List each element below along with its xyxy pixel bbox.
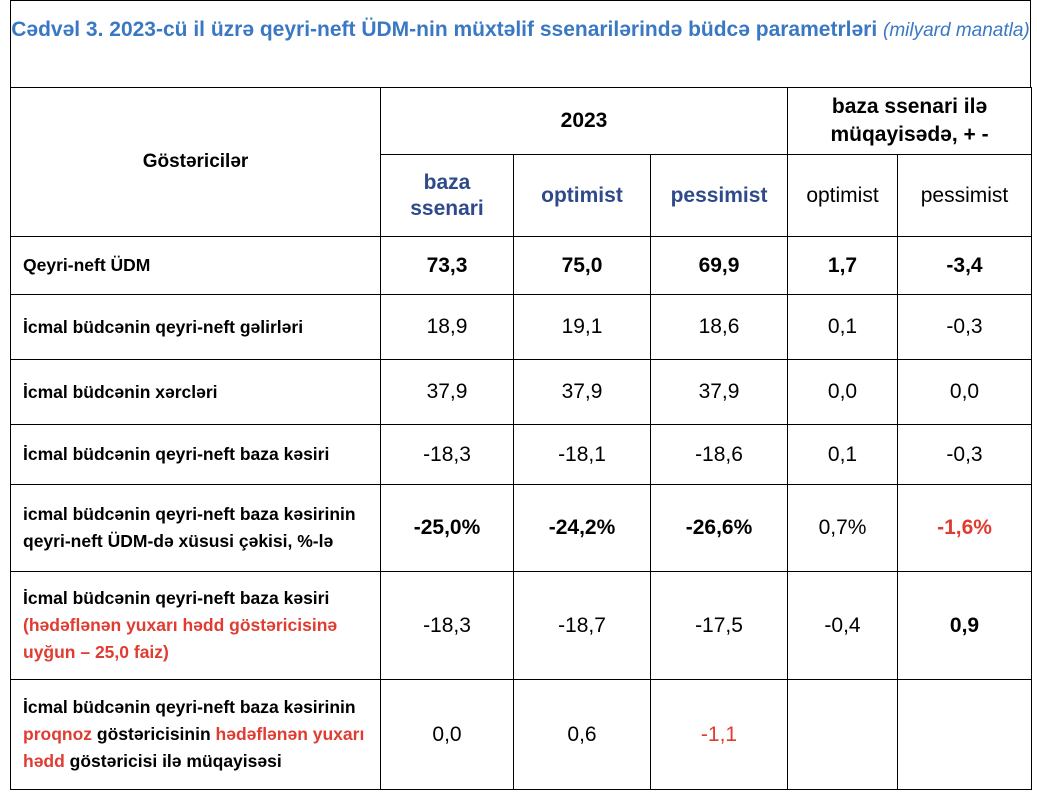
title-main: Cədvəl 3. 2023-cü il üzrə qeyri-neft ÜDM… [11,18,878,41]
cell: -18,6 [649,424,789,485]
label-text: İcmal büdcənin qeyri-neft baza kəsirinin [23,697,356,717]
column-header: optimist [787,154,899,237]
column-header: optimist [513,154,651,237]
label-text: İcmal büdcənin qeyri-neft baza kəsiri [23,444,330,464]
cell: -1,6% [897,484,1033,572]
cell: 73,3 [380,236,514,295]
column-header: pessimist [897,154,1033,237]
cell: -1,1 [649,679,789,790]
cell: 0,7% [787,484,899,572]
label-text-highlight: hədəflənən yuxarı hədd [23,724,365,771]
cell: 1,7 [787,236,899,295]
row-label: İcmal büdcənin xərcləri [10,359,381,425]
cell: -26,6% [649,484,789,572]
label-text: İcmal büdcənin xərcləri [23,381,218,402]
row: İcmal büdcənin qeyri-neft gəlirləri 18,9… [10,294,1033,360]
cell: 37,9 [380,359,514,425]
column-header: pessimist [649,154,789,237]
year-header: 2023 [379,87,789,155]
label-text-highlight: (hədəflənən yuxarı hədd göstəricisinə uy… [23,615,338,662]
column-header: baza ssenari [380,154,514,237]
cell: 0,0 [380,679,514,790]
row-label: İcmal büdcənin qeyri-neft baza kəsiri (h… [10,571,381,680]
empty-cell [787,679,899,790]
row: İcmal büdcənin qeyri-neft baza kəsiri (h… [10,571,1033,680]
label-text: İcmal büdcənin qeyri-neft baza kəsiri [23,588,330,608]
label-text: göstəricisi ilə müqayisəsi [64,751,282,771]
cell: -18,1 [513,424,651,485]
table: Göstəricilər 2023 baza ssenari ilə müqay… [10,87,1033,790]
cell: 18,9 [380,294,514,360]
cell: -24,2% [513,484,651,572]
cell: -3,4 [897,236,1033,295]
cell: 0,1 [787,424,899,485]
cell: 75,0 [513,236,651,295]
cell: -18,3 [380,424,514,485]
row-label: İcmal büdcənin qeyri-neft gəlirləri [10,294,381,360]
cell: 0,6 [513,679,651,790]
row-label: İcmal büdcənin qeyri-neft baza kəsiri [10,424,381,485]
subheader-row: baza ssenari optimist pessimist optimist… [11,154,1033,237]
document: Cədvəl 3. 2023-cü il üzrə qeyri-neft ÜDM… [10,0,1033,790]
comparison-header: baza ssenari ilə müqayisədə, + - [787,87,1033,155]
label-text: göstəricisinin [92,724,216,744]
empty-cell [897,679,1033,790]
cell: -0,3 [897,294,1033,360]
row-label: Qeyri-neft ÜDM [10,236,381,295]
row-label: icmal büdcənin qeyri-neft baza kəsirinin… [10,484,381,572]
cell: -18,3 [380,571,514,680]
cell: 0,9 [897,571,1033,680]
row: Qeyri-neft ÜDM 73,3 75,0 69,9 1,7 -3,4 [10,236,1033,295]
cell: 69,9 [649,236,789,295]
cell: -0,4 [787,571,899,680]
cell: 19,1 [513,294,651,360]
label-text: İcmal büdcənin qeyri-neft gəlirləri [23,316,304,337]
title: Cədvəl 3. 2023-cü il üzrə qeyri-neft ÜDM… [10,0,1031,87]
header-row: Göstəricilər 2023 baza ssenari ilə müqay… [10,87,1033,237]
title-unit: (milyard manatla) [883,20,1030,41]
cell: -17,5 [649,571,789,680]
cell: -25,0% [380,484,514,572]
row: İcmal büdcənin qeyri-neft baza kəsiri -1… [10,424,1033,485]
row: icmal büdcənin qeyri-neft baza kəsirinin… [10,484,1033,572]
cell: 0,1 [787,294,899,360]
label-text-highlight: proqnoz [23,724,93,744]
row: İcmal büdcənin qeyri-neft baza kəsirinin… [10,679,1033,790]
label-text: Qeyri-neft ÜDM [23,255,151,275]
cell: 0,0 [787,359,899,425]
cell: 37,9 [513,359,651,425]
row-label: İcmal büdcənin qeyri-neft baza kəsirinin… [10,679,381,790]
indicator-header: Göstəricilər [10,87,381,237]
cell: 37,9 [649,359,789,425]
row: İcmal büdcənin xərcləri 37,9 37,9 37,9 0… [10,359,1033,425]
cell: 0,0 [897,359,1033,425]
cell: -0,3 [897,424,1033,485]
cell: 18,6 [649,294,789,360]
label-text: icmal büdcənin qeyri-neft baza kəsirinin… [23,504,356,551]
cell: -18,7 [513,571,651,680]
